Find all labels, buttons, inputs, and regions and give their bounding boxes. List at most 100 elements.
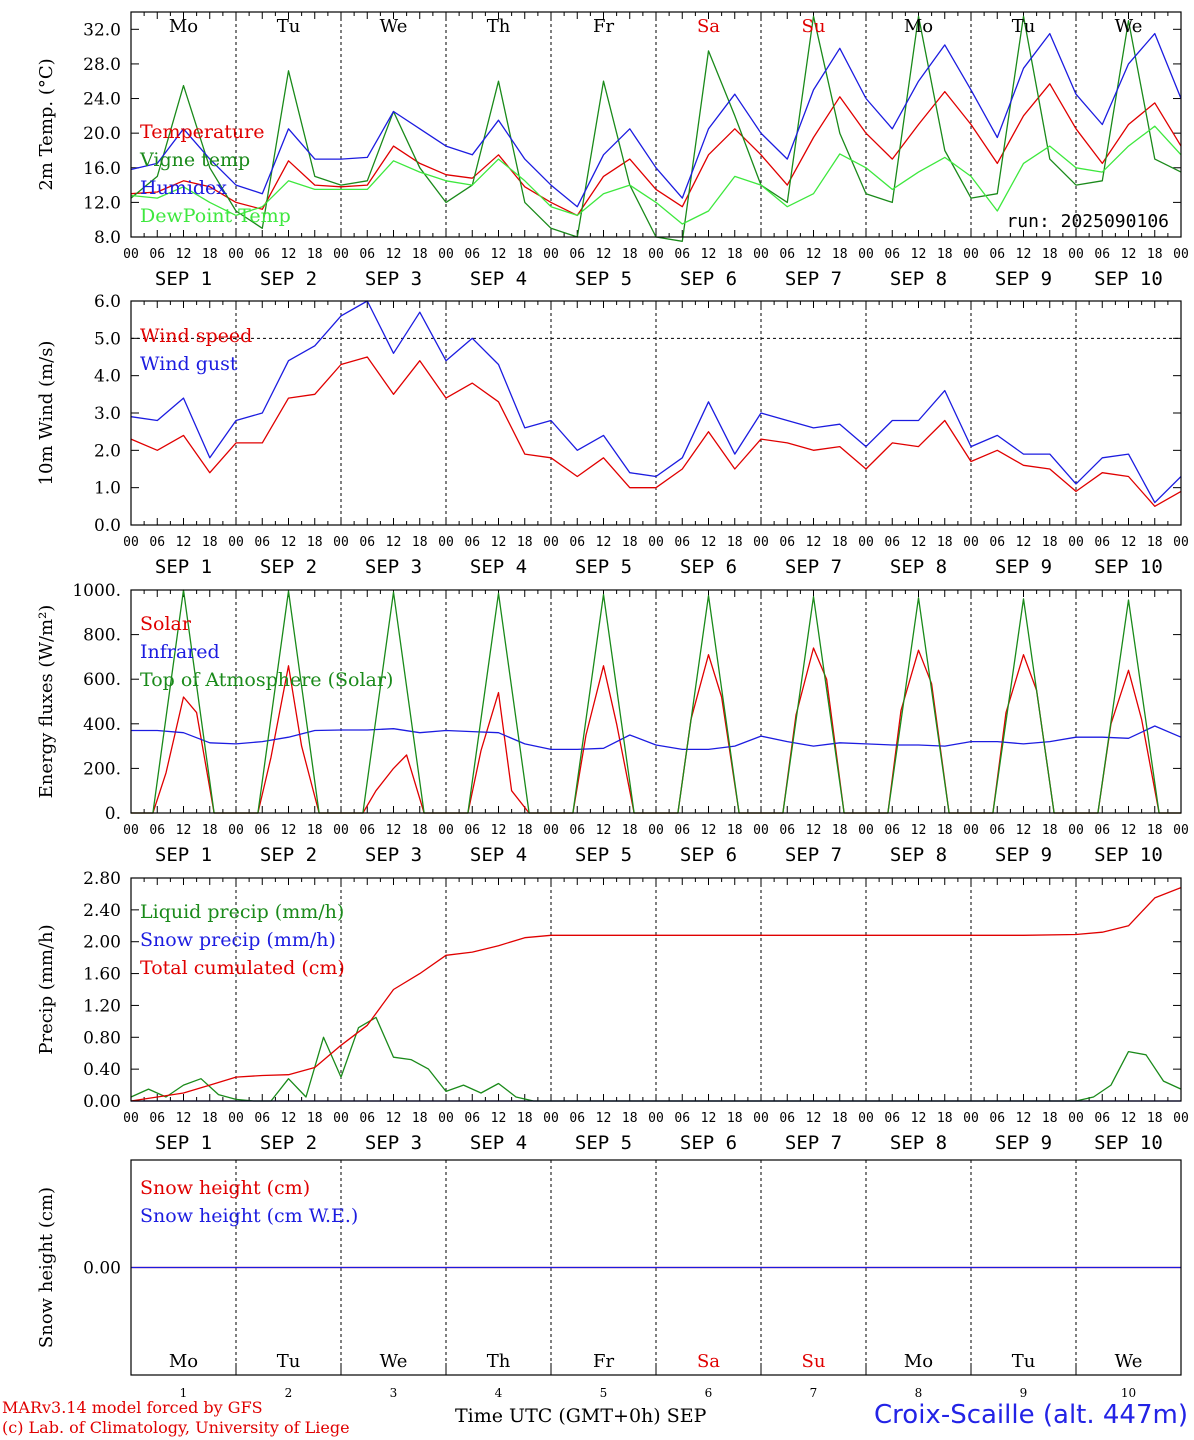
- hour-tick-label: 06: [254, 535, 270, 550]
- run-annotation: run: 2025090106: [1006, 211, 1169, 232]
- hour-tick-label: 12: [1016, 247, 1032, 262]
- date-label: SEP 5: [575, 844, 632, 866]
- hour-tick-label: 00: [228, 247, 244, 262]
- y-axis-label: Precip (mm/h): [36, 924, 57, 1054]
- plot-frame: [130, 589, 1182, 814]
- hour-tick-label: 00: [753, 1111, 769, 1126]
- y-tick-label: 2.0: [94, 441, 121, 461]
- hour-tick-label: 06: [884, 1111, 900, 1126]
- legend-entry: Top of Atmosphere (Solar): [140, 669, 393, 691]
- date-label: SEP 5: [575, 1132, 632, 1154]
- date-label: SEP 7: [785, 1132, 842, 1154]
- hour-tick-label: 12: [386, 823, 402, 838]
- hour-tick-label: 12: [491, 823, 507, 838]
- hour-tick-label: 00: [858, 823, 874, 838]
- hour-tick-label: 18: [517, 823, 533, 838]
- weekday-label: Mo: [169, 1351, 198, 1372]
- hour-tick-label: 06: [989, 535, 1005, 550]
- date-label: SEP 1: [155, 556, 212, 578]
- weekday-label: We: [1115, 16, 1143, 37]
- hour-tick-label: 12: [176, 1111, 192, 1126]
- date-label: SEP 10: [1094, 844, 1163, 866]
- day-number: 10: [1121, 1386, 1136, 1400]
- hour-tick-label: 06: [464, 535, 480, 550]
- weekday-label: Tu: [1012, 16, 1036, 37]
- model-line: MARv3.14 model forced by GFS: [2, 1398, 263, 1417]
- hour-tick-label: 00: [648, 247, 664, 262]
- plot-frame: [130, 300, 1182, 526]
- hour-tick-label: 12: [911, 535, 927, 550]
- date-label: SEP 4: [470, 844, 527, 866]
- legend-entry: Infrared: [140, 641, 220, 663]
- hour-tick-label: 12: [281, 823, 297, 838]
- hour-tick-label: 12: [701, 823, 717, 838]
- hour-tick-label: 00: [228, 535, 244, 550]
- hour-tick-label: 00: [753, 823, 769, 838]
- hour-tick-label: 06: [779, 1111, 795, 1126]
- hour-tick-label: 00: [123, 247, 139, 262]
- hour-tick-label: 12: [386, 535, 402, 550]
- hour-tick-label: 06: [359, 823, 375, 838]
- hour-tick-label: 00: [858, 1111, 874, 1126]
- date-label: SEP 1: [155, 844, 212, 866]
- hour-tick-label: 12: [701, 535, 717, 550]
- hour-tick-label: 12: [1121, 1111, 1137, 1126]
- y-tick-label: 32.0: [83, 20, 121, 40]
- legend-entry: Liquid precip (mm/h): [140, 901, 344, 923]
- hour-tick-label: 06: [674, 823, 690, 838]
- hour-tick-label: 12: [491, 1111, 507, 1126]
- hour-tick-label: 18: [517, 247, 533, 262]
- hour-tick-label: 06: [464, 1111, 480, 1126]
- hour-tick-label: 00: [963, 1111, 979, 1126]
- hour-tick-label: 12: [176, 535, 192, 550]
- day-number: 9: [1020, 1386, 1028, 1400]
- hour-tick-label: 00: [438, 1111, 454, 1126]
- panel-5: 0.00 Snow height (cm) Snow height (cm) Snow…: [36, 1159, 1182, 1400]
- date-label: SEP 2: [260, 268, 317, 290]
- hour-tick-label: 06: [359, 1111, 375, 1126]
- hour-tick-label: 00: [753, 535, 769, 550]
- legend-entry: Temperature: [140, 121, 264, 143]
- hour-tick-label: 18: [832, 535, 848, 550]
- y-tick-label: 8.0: [94, 228, 121, 248]
- hour-tick-label: 18: [1147, 247, 1163, 262]
- y-tick-label: 6.0: [94, 292, 121, 312]
- hour-tick-label: 00: [858, 535, 874, 550]
- hour-tick-label: 06: [569, 247, 585, 262]
- hour-tick-label: 06: [779, 535, 795, 550]
- hour-tick-label: 00: [438, 823, 454, 838]
- weekday-label: Fr: [593, 1351, 614, 1372]
- hour-tick-label: 18: [1042, 823, 1058, 838]
- date-label: SEP 7: [785, 268, 842, 290]
- hour-tick-label: 18: [307, 535, 323, 550]
- day-number: 8: [915, 1386, 923, 1400]
- hour-tick-label: 18: [517, 535, 533, 550]
- date-label: SEP 1: [155, 1132, 212, 1154]
- hour-tick-label: 06: [254, 823, 270, 838]
- weekday-label: Mo: [169, 16, 198, 37]
- hour-tick-label: 18: [412, 823, 428, 838]
- hour-tick-label: 06: [254, 1111, 270, 1126]
- hour-tick-label: 18: [1147, 823, 1163, 838]
- hour-tick-label: 06: [989, 1111, 1005, 1126]
- weekday-label: Tu: [277, 16, 301, 37]
- hour-tick-label: 18: [202, 823, 218, 838]
- hour-tick-label: 00: [648, 1111, 664, 1126]
- hour-tick-label: 06: [779, 823, 795, 838]
- y-tick-label: 5.0: [94, 329, 121, 349]
- legend-entry: Vigne temp: [139, 149, 250, 171]
- day-number: 7: [810, 1386, 818, 1400]
- date-label: SEP 1: [155, 268, 212, 290]
- weekday-label: Mo: [904, 16, 933, 37]
- series-line: [130, 300, 1182, 504]
- hour-tick-label: 12: [806, 1111, 822, 1126]
- y-tick-label: 400.: [83, 715, 121, 735]
- hour-tick-label: 00: [543, 1111, 559, 1126]
- hour-tick-label: 18: [937, 1111, 953, 1126]
- date-label: SEP 3: [365, 1132, 422, 1154]
- date-label: SEP 9: [995, 556, 1052, 578]
- day-number: 6: [705, 1386, 713, 1400]
- date-label: SEP 2: [260, 1132, 317, 1154]
- y-axis-label: Energy fluxes (W/m²): [36, 605, 57, 799]
